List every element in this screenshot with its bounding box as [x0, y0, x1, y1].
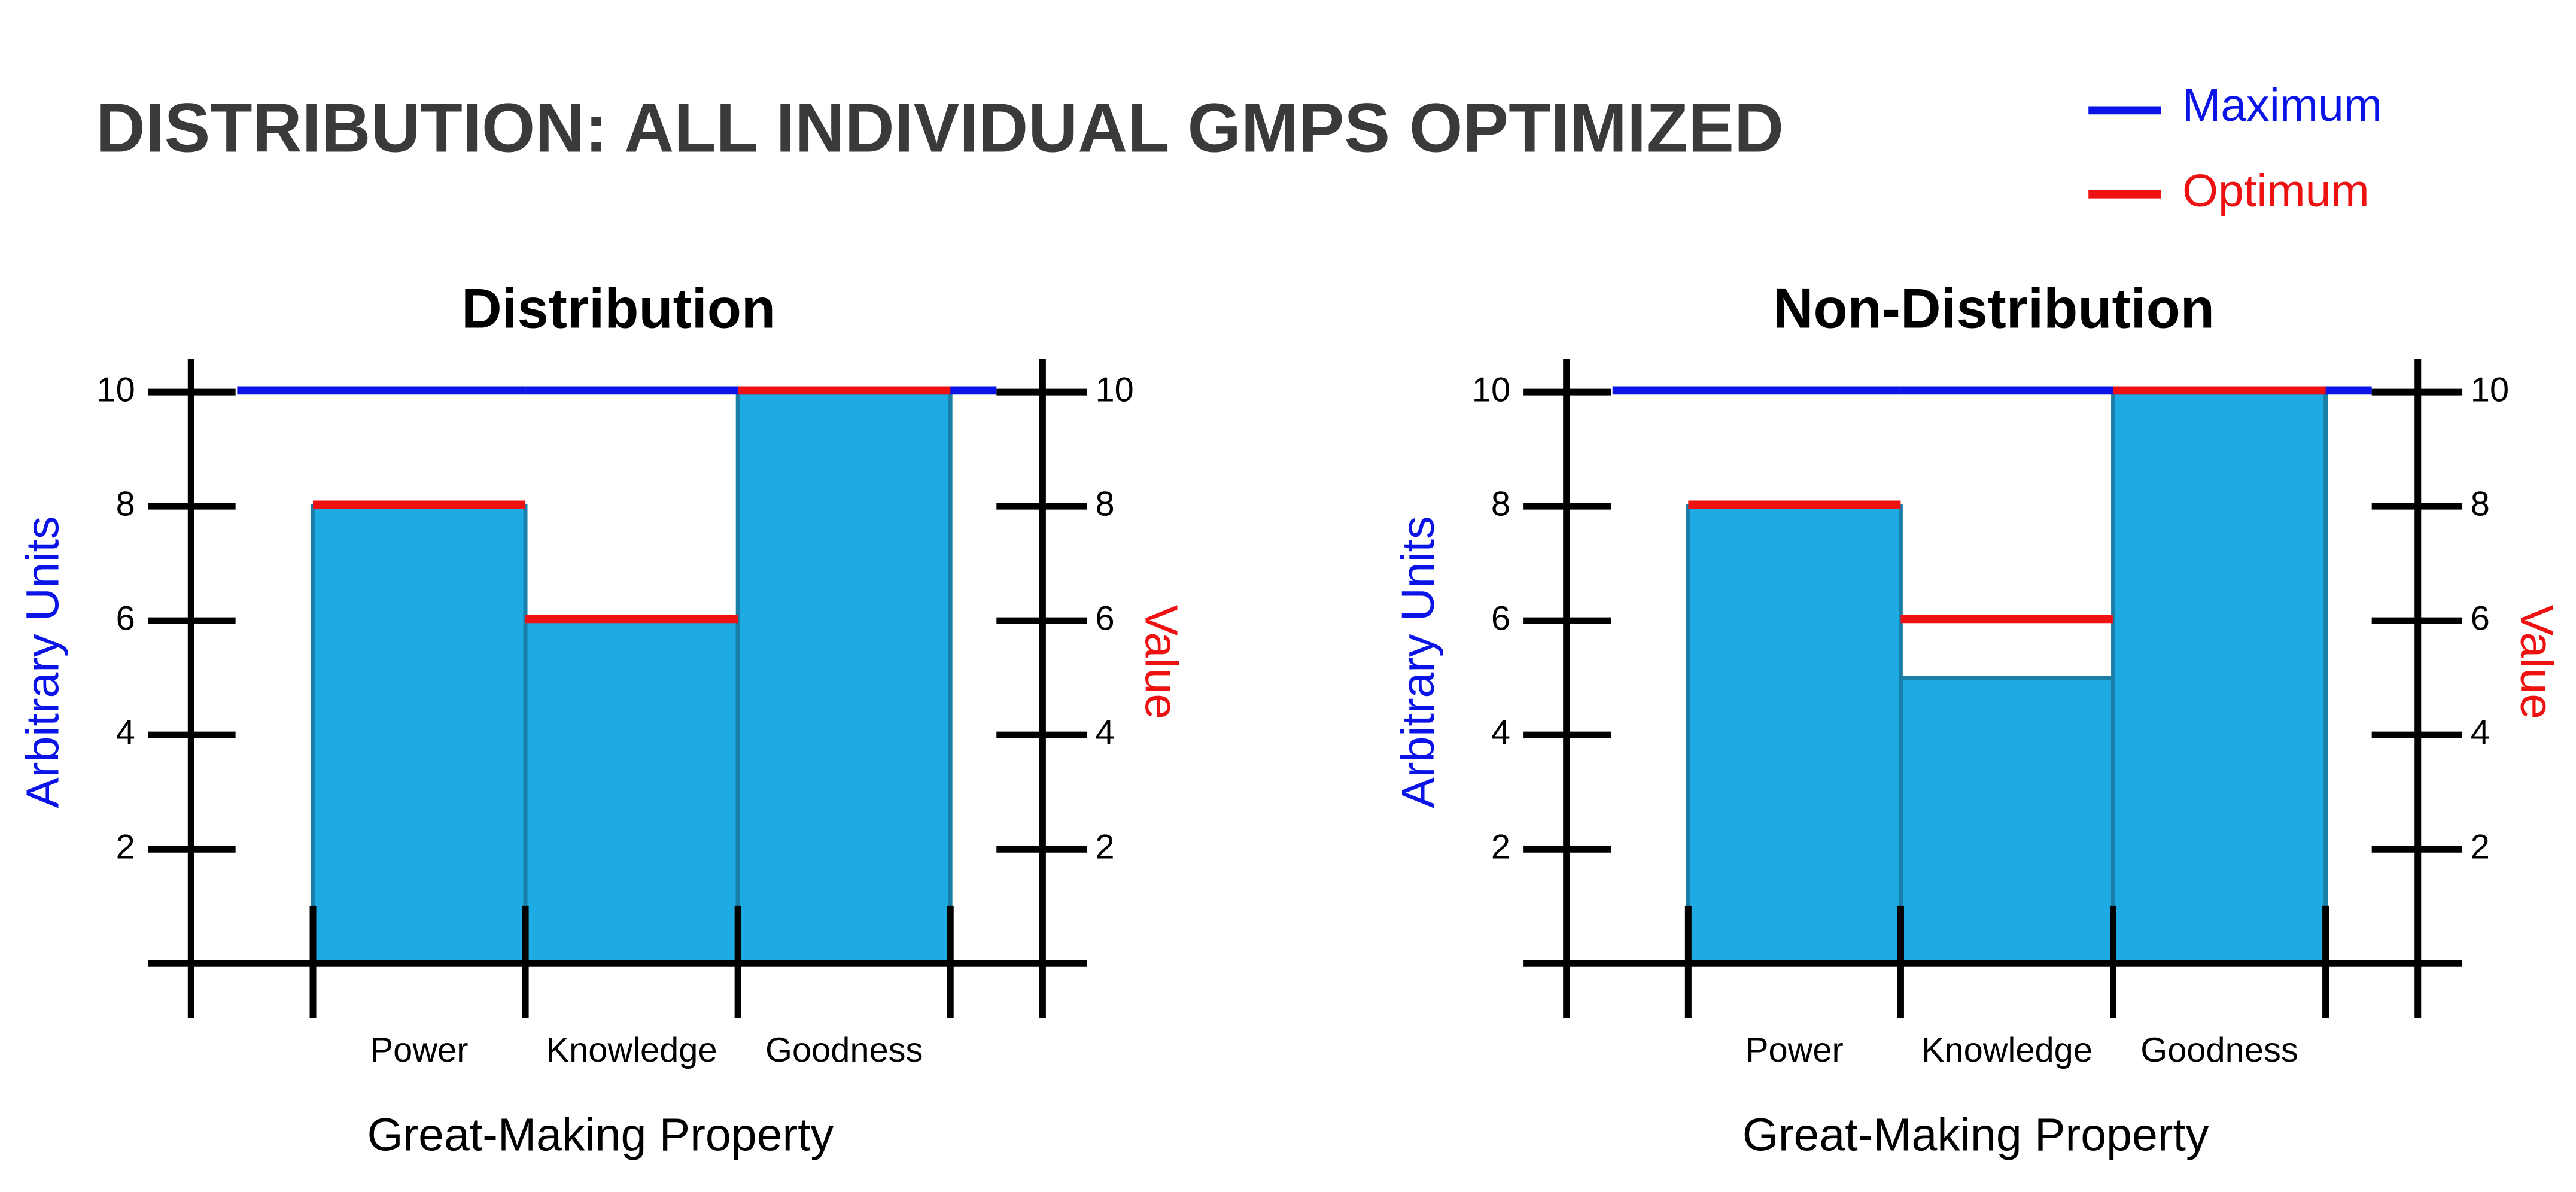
y2-tick-label: 4 — [1095, 713, 1114, 752]
bar — [1898, 676, 2115, 966]
y-tick-label: 6 — [116, 599, 135, 637]
y2-tick-label: 8 — [2471, 485, 2490, 523]
chart-title: Non-Distribution — [1773, 277, 2215, 340]
y-tick-label: 10 — [96, 370, 135, 409]
x-tick-label: Knowledge — [546, 1031, 717, 1069]
y2-tick-label: 10 — [2471, 370, 2509, 409]
bar — [2111, 390, 2328, 966]
y-tick-label: 2 — [1491, 828, 1510, 866]
y2-tick-label: 6 — [2471, 599, 2490, 637]
bar — [1686, 504, 1903, 966]
x-tick-label: Power — [370, 1031, 469, 1069]
legend-label: Optimum — [2182, 165, 2370, 217]
y-tick-label: 4 — [1491, 713, 1510, 752]
y2-tick-label: 2 — [1095, 828, 1114, 866]
y-tick-label: 10 — [1472, 370, 1510, 409]
y2-tick-label: 4 — [2471, 713, 2490, 752]
x-axis-label: Great-Making Property — [1742, 1109, 2209, 1160]
y-axis-label: Arbitrary Units — [17, 516, 68, 808]
y-axis-label: Arbitrary Units — [1392, 516, 1444, 808]
y2-tick-label: 8 — [1095, 485, 1114, 523]
legend-label: Maximum — [2182, 80, 2382, 131]
y2-axis-label: Value — [1136, 605, 1187, 719]
bar — [311, 504, 528, 966]
x-tick-label: Goodness — [765, 1031, 923, 1069]
y2-axis-label: Value — [2511, 605, 2562, 719]
y2-tick-label: 6 — [1095, 599, 1114, 637]
bar — [735, 390, 953, 966]
y-tick-label: 4 — [116, 713, 135, 752]
y-tick-label: 8 — [116, 485, 135, 523]
page-title: DISTRIBUTION: ALL INDIVIDUAL GMPS OPTIMI… — [96, 89, 1784, 166]
y-tick-label: 6 — [1491, 599, 1510, 637]
y2-tick-label: 2 — [2471, 828, 2490, 866]
y2-tick-label: 10 — [1095, 370, 1133, 409]
chart-title: Distribution — [461, 277, 775, 340]
y-tick-label: 8 — [1491, 485, 1510, 523]
x-tick-label: Goodness — [2140, 1031, 2298, 1069]
y-tick-label: 2 — [116, 828, 135, 866]
x-tick-label: Power — [1745, 1031, 1844, 1069]
x-axis-label: Great-Making Property — [367, 1109, 834, 1160]
x-tick-label: Knowledge — [1921, 1031, 2093, 1069]
bar — [523, 618, 740, 966]
